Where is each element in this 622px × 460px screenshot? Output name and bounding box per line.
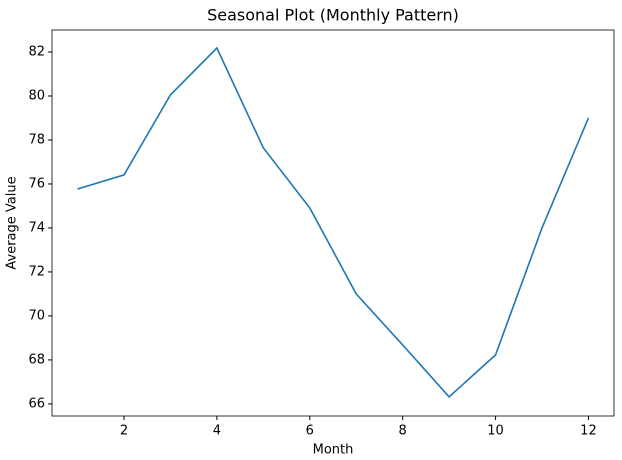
y-tick-label: 74 [28,220,45,235]
plot-frame [51,29,615,417]
y-tick-label: 68 [28,352,45,367]
x-tick-label: 12 [580,424,597,439]
x-tick-label: 10 [487,424,504,439]
y-tick-label: 72 [28,264,45,279]
x-tick-label: 2 [120,424,128,439]
y-tick-label: 70 [28,308,45,323]
y-tick-label: 76 [28,176,45,191]
x-tick-label: 6 [306,424,314,439]
x-axis-label: Month [313,443,354,458]
y-tick-label: 78 [28,132,45,147]
y-tick-label: 80 [28,88,45,103]
x-tick-label: 4 [213,424,221,439]
y-tick-label: 66 [28,396,45,411]
y-axis-label: Average Value [5,176,20,269]
chart-title: Seasonal Plot (Monthly Pattern) [207,6,459,25]
x-tick-label: 8 [399,424,407,439]
y-tick-label: 82 [28,44,45,59]
line [77,46,590,398]
